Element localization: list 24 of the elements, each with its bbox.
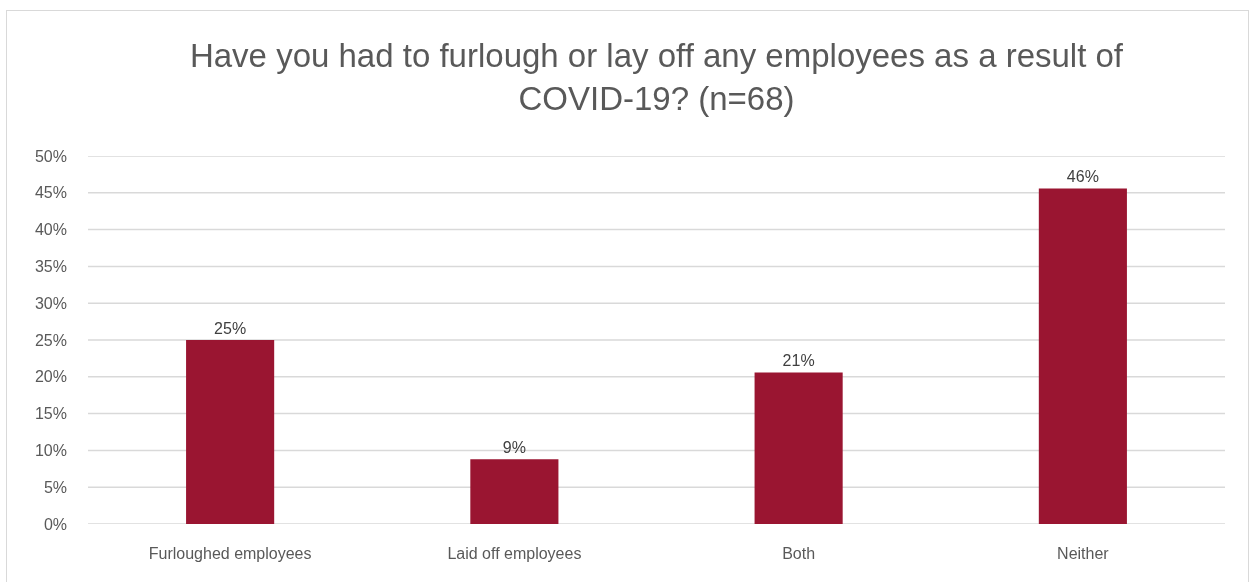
y-tick-label: 20% — [34, 368, 67, 386]
x-tick-label: Laid off employees — [447, 545, 582, 562]
bar — [186, 340, 275, 524]
data-label: 9% — [502, 439, 526, 457]
y-tick-label: 0% — [43, 515, 67, 533]
y-tick-label: 30% — [34, 294, 67, 312]
x-tick-label: Furloughed employees — [148, 545, 312, 562]
data-label: 21% — [782, 352, 815, 370]
x-tick-label: Neither — [1057, 545, 1110, 562]
y-tick-label: 35% — [34, 258, 67, 275]
bar — [1038, 188, 1127, 524]
y-tick-label: 5% — [43, 478, 67, 496]
y-tick-label: 15% — [34, 405, 67, 423]
y-tick-label: 40% — [34, 221, 67, 239]
data-label: 25% — [214, 320, 247, 337]
y-tick-label: 25% — [34, 331, 67, 349]
chart-title: Have you had to furlough or lay off any employees as a result of COVID-19? (n=68) — [189, 37, 1124, 117]
y-tick-label: 45% — [34, 184, 67, 202]
data-label: 46% — [1066, 168, 1099, 186]
x-tick-label: Both — [782, 545, 816, 562]
bar — [754, 372, 843, 524]
bar — [470, 459, 559, 524]
y-tick-label: 10% — [34, 442, 67, 459]
y-tick-label: 50% — [34, 147, 67, 165]
